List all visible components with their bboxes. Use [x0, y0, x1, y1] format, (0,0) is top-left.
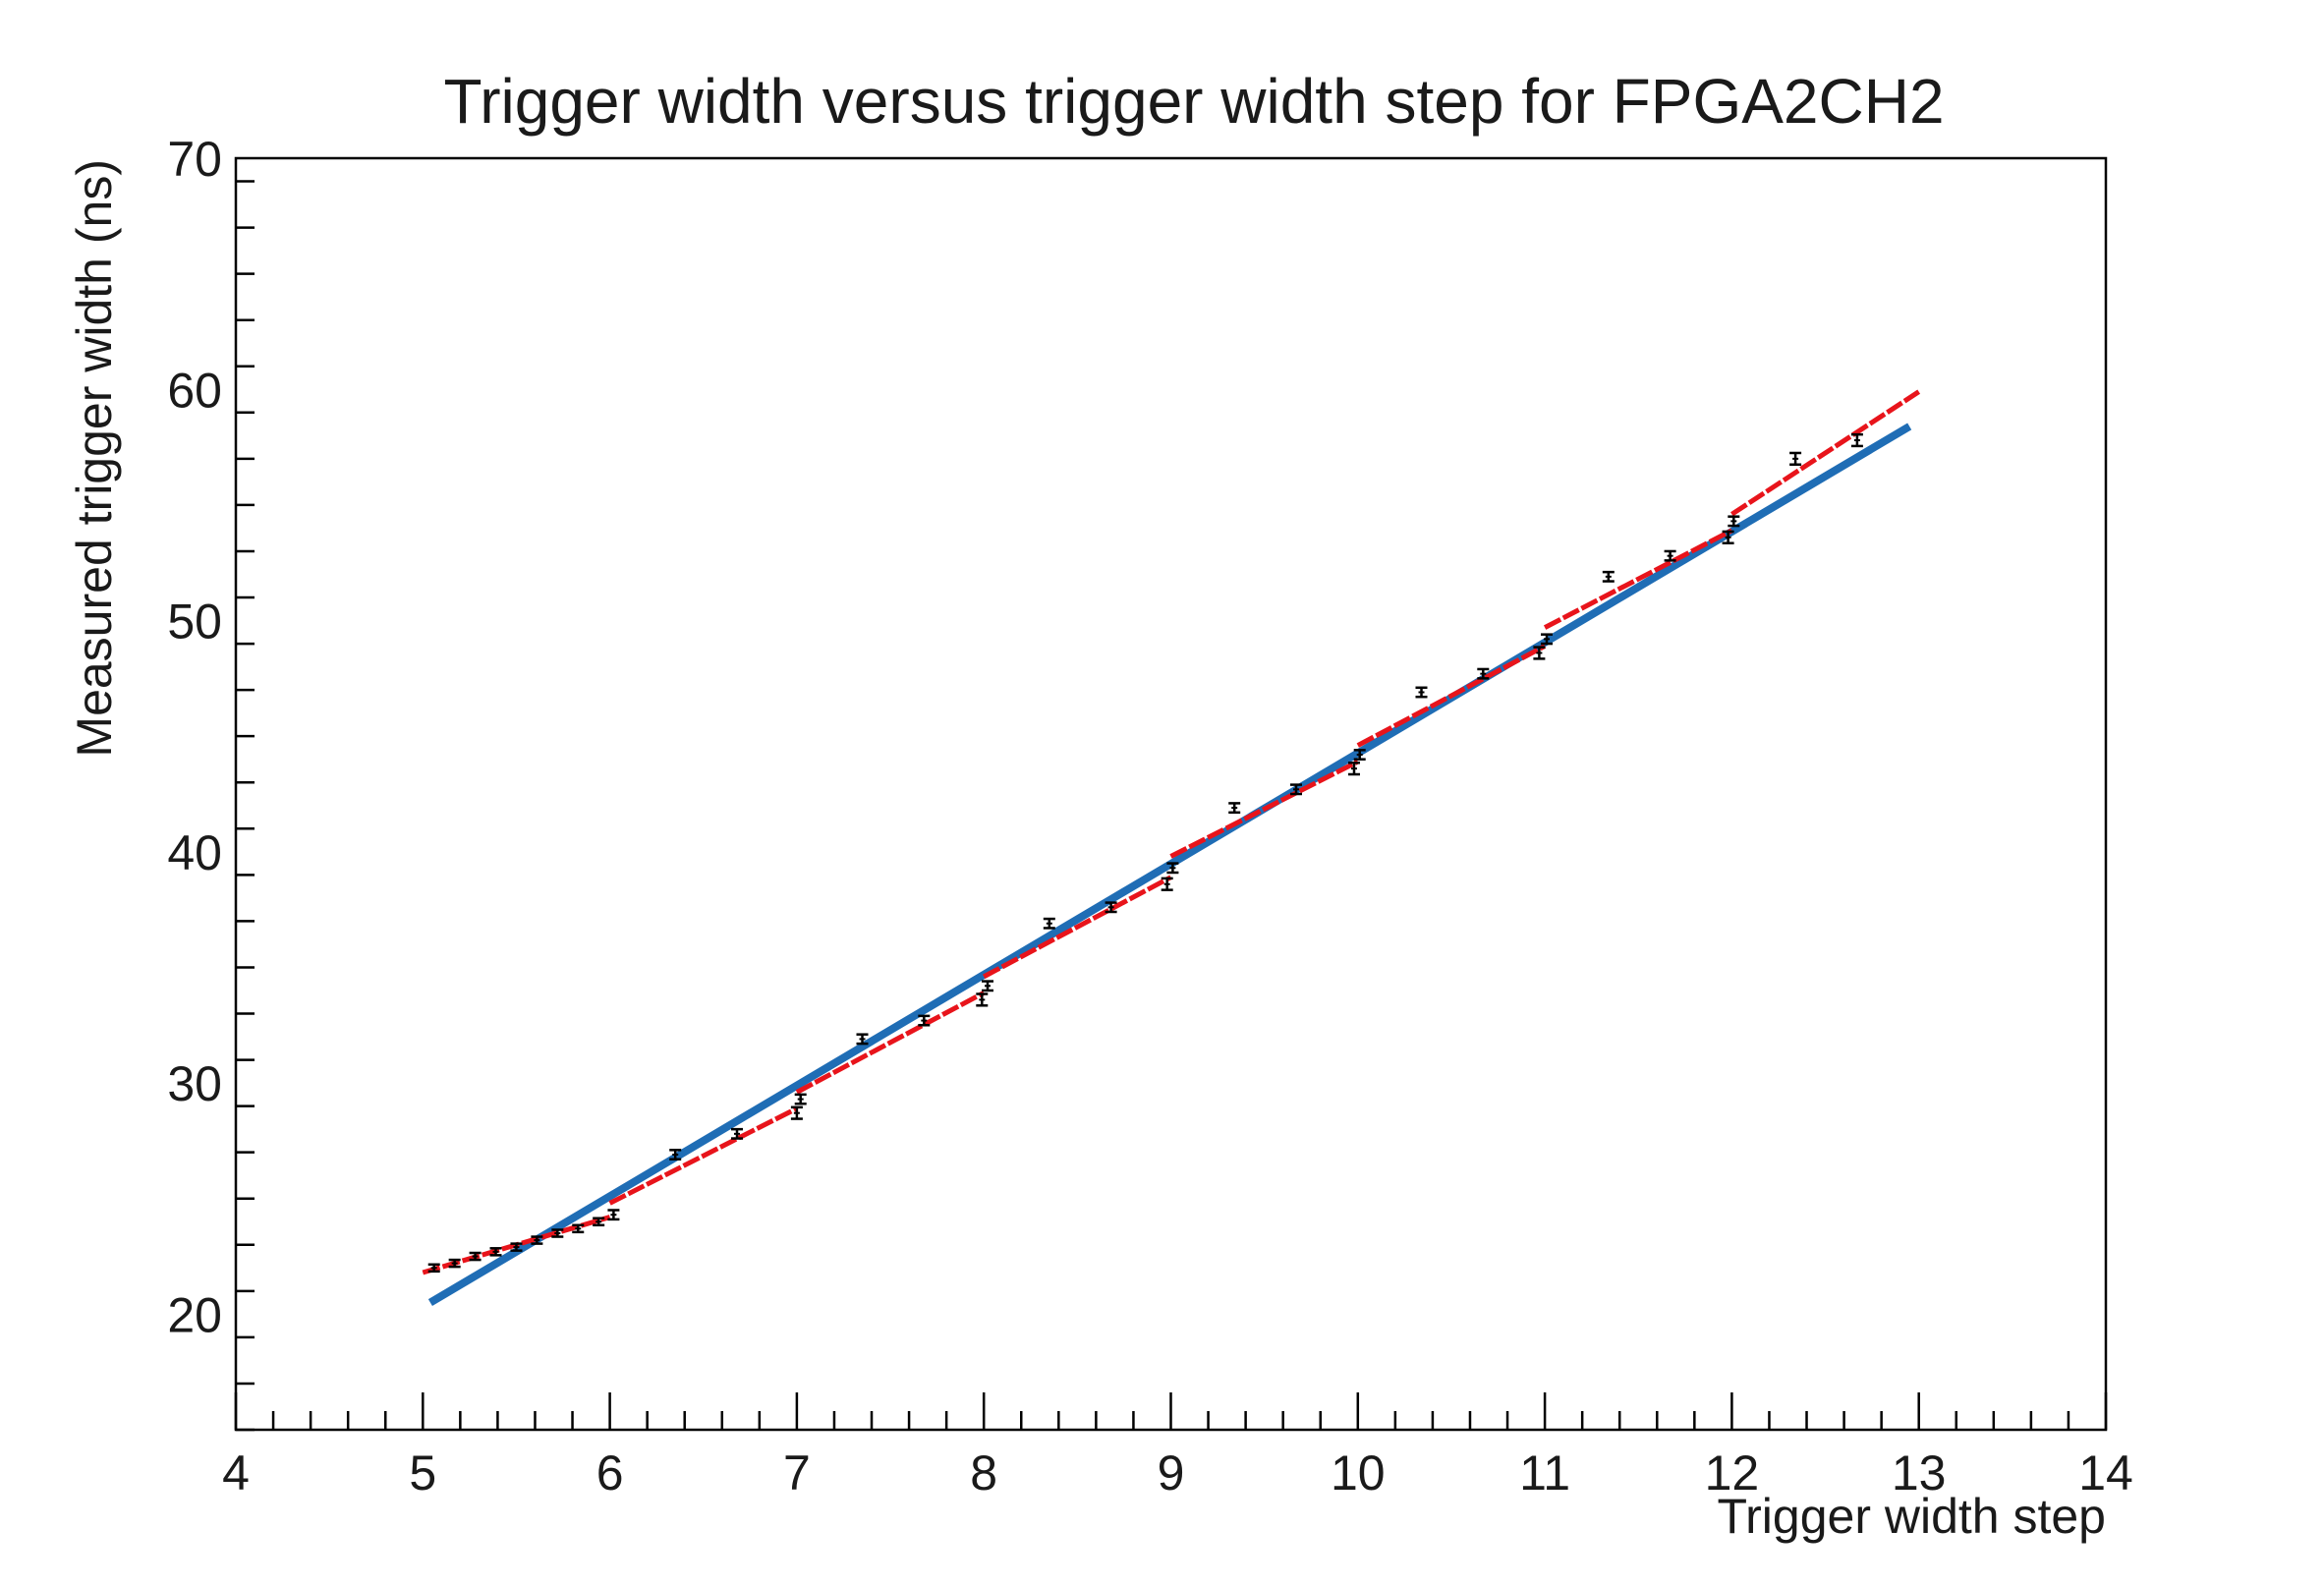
- data-point: [669, 1149, 682, 1161]
- data-point: [1347, 761, 1360, 776]
- data-point: [1290, 783, 1303, 796]
- data-point: [469, 1251, 482, 1262]
- tick-labels: 4 5 6 7 8 9 10 11 12 13 14 20 30 40 50 60 70: [167, 132, 2132, 1501]
- x-tick-label: 4: [222, 1445, 250, 1501]
- x-tick-label: 11: [1519, 1445, 1570, 1501]
- data-point: [510, 1242, 523, 1252]
- segment-fit-layer: [422, 389, 1921, 1275]
- segment-fit-line: [1169, 759, 1359, 859]
- chart-title: Trigger width versus trigger width step …: [443, 66, 1944, 137]
- data-point: [448, 1258, 461, 1269]
- x-tick-label: 5: [409, 1445, 436, 1501]
- x-tick-label: 13: [1892, 1445, 1947, 1501]
- data-point: [856, 1033, 869, 1046]
- segment-fit-line: [608, 1105, 799, 1206]
- data-point: [551, 1228, 564, 1238]
- y-axis-label: Measured trigger width (ns): [67, 159, 122, 758]
- y-tick-label: 60: [167, 363, 222, 418]
- segment-fit-line: [983, 875, 1172, 980]
- data-point: [1228, 802, 1241, 815]
- data-point: [1353, 749, 1366, 761]
- y-tick-label: 30: [167, 1056, 222, 1111]
- data-point: [1789, 451, 1802, 466]
- data-point: [489, 1247, 502, 1257]
- y-tick-label: 40: [167, 825, 222, 880]
- data-point: [593, 1217, 605, 1227]
- data-point: [427, 1263, 440, 1274]
- x-axis-label: Trigger width step: [1717, 1489, 2106, 1544]
- x-tick-label: 8: [970, 1445, 997, 1501]
- y-tick-label: 70: [167, 132, 222, 187]
- data-point: [982, 980, 994, 992]
- data-point: [1161, 877, 1173, 891]
- data-points-layer: [427, 432, 1863, 1274]
- y-tick-label: 50: [167, 595, 222, 650]
- data-point: [1533, 646, 1546, 660]
- axis-ticks: [234, 180, 2108, 1432]
- data-point: [1602, 570, 1615, 583]
- data-point: [1105, 901, 1117, 914]
- data-point: [794, 1093, 807, 1105]
- x-tick-label: 9: [1158, 1445, 1185, 1501]
- x-tick-label: 10: [1331, 1445, 1386, 1501]
- segment-fit-line: [1730, 389, 1921, 517]
- x-tick-label: 6: [596, 1445, 624, 1501]
- data-point: [1850, 432, 1863, 448]
- data-point: [531, 1235, 543, 1245]
- segment-fit-line: [795, 991, 986, 1095]
- y-tick-label: 20: [167, 1287, 222, 1342]
- data-point: [976, 992, 989, 1007]
- data-point: [1728, 515, 1740, 528]
- segment-fit-line: [1356, 644, 1547, 748]
- data-point: [1664, 549, 1676, 562]
- data-point: [918, 1014, 931, 1027]
- x-tick-label: 7: [783, 1445, 811, 1501]
- data-point: [1043, 917, 1055, 930]
- segment-fit-line: [1543, 528, 1733, 630]
- data-point: [1166, 862, 1179, 875]
- data-point: [572, 1223, 585, 1234]
- data-point: [607, 1209, 620, 1221]
- data-point: [731, 1127, 744, 1140]
- data-point: [1477, 667, 1490, 680]
- data-point: [1722, 530, 1734, 544]
- x-tick-label: 12: [1705, 1445, 1760, 1501]
- x-tick-label: 14: [2078, 1445, 2133, 1501]
- data-point: [1541, 633, 1554, 646]
- data-point: [1415, 686, 1428, 699]
- data-point: [790, 1105, 803, 1120]
